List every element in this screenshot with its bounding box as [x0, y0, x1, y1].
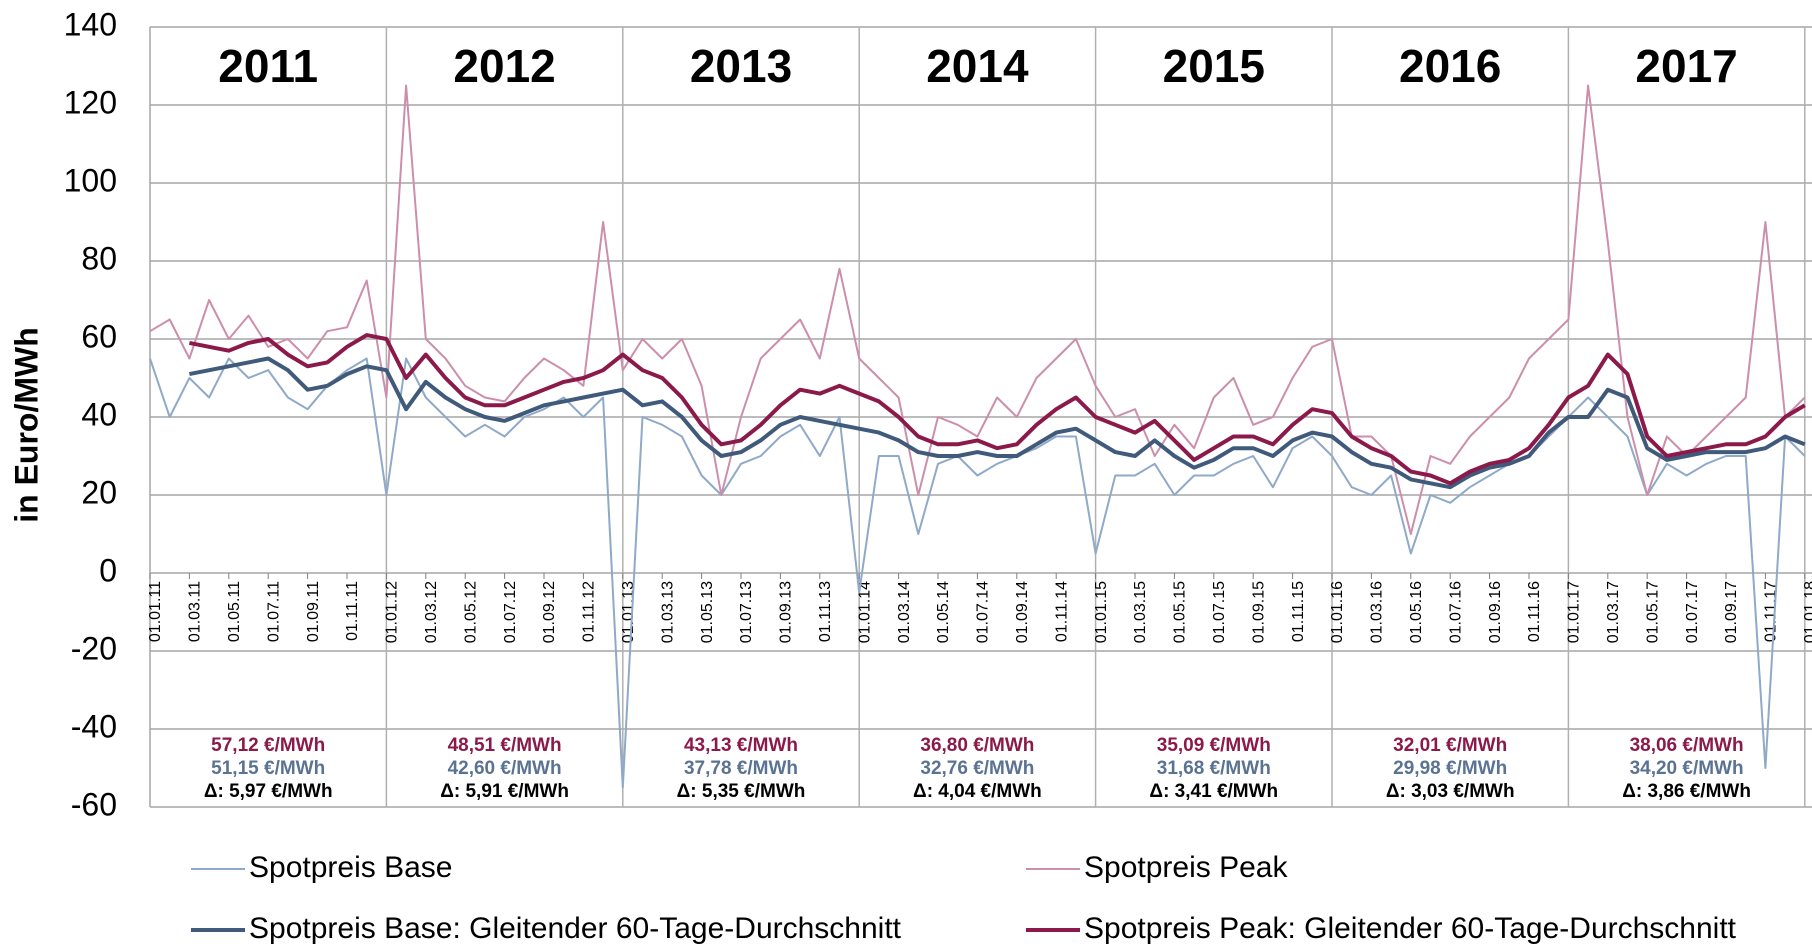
x-tick-label: 01.07.14: [975, 581, 992, 643]
x-tick-label: 01.01.15: [1093, 581, 1110, 643]
x-tick-label: 01.05.13: [699, 581, 716, 643]
x-tick-label: 01.01.14: [856, 581, 873, 643]
x-tick-label: 01.07.11: [265, 581, 282, 642]
series-line: [189, 333, 1806, 486]
delta: Δ: 5,97 €/MWh: [204, 781, 333, 802]
x-tick-label: 01.03.16: [1369, 581, 1386, 643]
peak-average: 48,51 €/MWh: [448, 735, 562, 756]
base-average: 51,15 €/MWh: [211, 758, 325, 779]
year-label: 2016: [1399, 40, 1501, 92]
base-average: 29,98 €/MWh: [1393, 758, 1507, 779]
x-tick-label: 01.01.13: [620, 581, 637, 643]
delta: Δ: 3,41 €/MWh: [1149, 781, 1278, 802]
x-tick-label: 01.07.13: [738, 581, 755, 643]
year-label: 2013: [690, 40, 792, 92]
x-tick-label: 01.05.17: [1644, 581, 1661, 643]
y-tick-label: -40: [71, 708, 117, 744]
x-tick-label: 01.01.16: [1329, 581, 1346, 643]
y-axis-label: in Euro/MWh: [8, 327, 44, 523]
x-tick-label: 01.09.15: [1250, 581, 1267, 643]
x-tick-label: 01.05.12: [462, 581, 479, 643]
x-tick-label: 01.11.15: [1290, 581, 1307, 642]
legend-label: Spotpreis Base: Gleitender 60-Tage-Durch…: [249, 912, 902, 945]
year-label: 2012: [453, 40, 555, 92]
y-tick-label: -20: [71, 630, 117, 666]
peak-average: 43,13 €/MWh: [684, 735, 798, 756]
peak-average: 32,01 €/MWh: [1393, 735, 1507, 756]
x-tick-label: 01.11.14: [1053, 581, 1070, 642]
x-tick-label: 01.03.17: [1605, 581, 1622, 643]
y-tick-label: 0: [99, 552, 117, 588]
base-average: 34,20 €/MWh: [1630, 758, 1744, 779]
x-tick-label: 01.07.17: [1684, 581, 1701, 643]
x-tick-label: 01.05.11: [226, 581, 243, 642]
x-tick-label: 01.11.11: [344, 581, 361, 641]
base-average: 32,76 €/MWh: [920, 758, 1034, 779]
x-tick-label: 01.11.16: [1526, 581, 1543, 642]
x-tick-label: 01.03.15: [1132, 581, 1149, 643]
peak-average: 35,09 €/MWh: [1157, 735, 1271, 756]
y-tick-label: 140: [64, 6, 117, 42]
base-average: 31,68 €/MWh: [1157, 758, 1271, 779]
peak-average: 36,80 €/MWh: [920, 735, 1034, 756]
delta: Δ: 3,03 €/MWh: [1386, 781, 1515, 802]
x-tick-label: 01.09.11: [305, 581, 322, 642]
x-tick-label: 01.07.12: [502, 581, 519, 643]
series-line: [149, 84, 1806, 535]
x-tick-label: 01.03.13: [659, 581, 676, 643]
x-tick-label: 01.01.11: [147, 581, 164, 642]
x-tick-label: 01.07.16: [1447, 581, 1464, 643]
year-label: 2017: [1635, 40, 1737, 92]
x-tick-label: 01.05.16: [1408, 581, 1425, 643]
series-line: [189, 356, 1806, 490]
x-tick-label: 01.03.11: [187, 581, 204, 642]
delta: Δ: 5,91 €/MWh: [440, 781, 569, 802]
x-tick-label: 01.01.12: [384, 581, 401, 643]
x-tick-label: 01.09.17: [1723, 581, 1740, 643]
x-tick-label: 01.07.15: [1211, 581, 1228, 643]
y-tick-label: 80: [81, 240, 117, 276]
x-tick-label: 01.01.17: [1566, 581, 1583, 643]
x-tick-label: 01.09.13: [778, 581, 795, 643]
x-tick-label: 01.09.16: [1487, 581, 1504, 643]
year-label: 2014: [926, 40, 1029, 92]
x-tick-label: 01.05.14: [935, 581, 952, 643]
delta: Δ: 3,86 €/MWh: [1622, 781, 1751, 802]
x-tick-label: 01.09.14: [1014, 581, 1031, 643]
x-tick-label: 01.11.12: [581, 581, 598, 642]
y-tick-label: 60: [81, 318, 117, 354]
x-tick-label: 01.09.12: [541, 581, 558, 643]
peak-average: 57,12 €/MWh: [211, 735, 325, 756]
x-tick-label: 01.03.12: [423, 581, 440, 643]
delta: Δ: 5,35 €/MWh: [677, 781, 806, 802]
x-tick-label: 01.11.13: [817, 581, 834, 642]
base-average: 42,60 €/MWh: [448, 758, 562, 779]
x-tick-label: 01.05.15: [1172, 581, 1189, 643]
x-tick-label: 01.01.18: [1802, 581, 1812, 643]
legend-label: Spotpreis Peak: [1084, 851, 1288, 884]
y-tick-label: 20: [81, 474, 117, 510]
x-tick-label: 01.11.17: [1763, 581, 1780, 642]
year-label: 2011: [218, 40, 318, 92]
x-tick-label: 01.03.14: [896, 581, 913, 643]
legend-label: Spotpreis Peak: Gleitender 60-Tage-Durch…: [1084, 912, 1737, 945]
y-tick-label: 40: [81, 396, 117, 432]
delta: Δ: 4,04 €/MWh: [913, 781, 1042, 802]
year-label: 2015: [1163, 40, 1265, 92]
base-average: 37,78 €/MWh: [684, 758, 798, 779]
y-tick-label: 120: [64, 84, 117, 120]
y-tick-label: 100: [64, 162, 117, 198]
legend-label: Spotpreis Base: [249, 851, 452, 884]
y-tick-label: -60: [71, 786, 117, 822]
peak-average: 38,06 €/MWh: [1630, 735, 1744, 756]
